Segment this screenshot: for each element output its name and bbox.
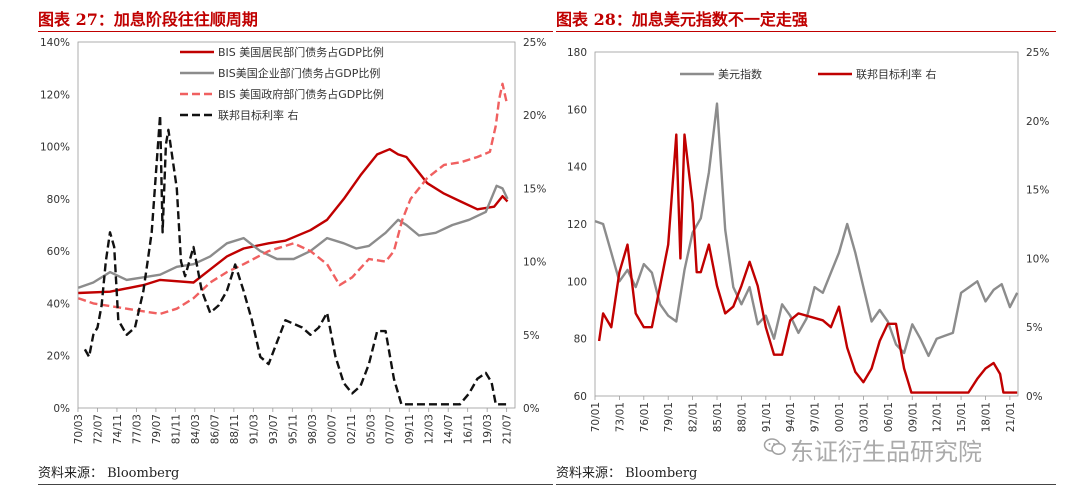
x-tick-label: 06/01 <box>883 402 895 432</box>
legend-label-1: 联邦目标利率 右 <box>856 67 937 81</box>
x-tick-label: 07/07 <box>385 414 397 444</box>
x-tick-label: 91/03 <box>248 414 260 444</box>
x-tick-label: 76/01 <box>639 402 651 432</box>
source-rule-left <box>38 484 553 485</box>
x-tick-label: 73/01 <box>614 402 626 432</box>
y-right-tick-label: 0% <box>523 403 540 415</box>
x-tick-label: 16/11 <box>463 414 475 444</box>
y-left-tick-label: 160 <box>567 104 587 116</box>
y-right-tick-label: 15% <box>523 183 546 195</box>
x-tick-label: 02/11 <box>346 414 358 444</box>
chart-title-right: 图表 28：加息美元指数不一定走强 <box>556 10 808 29</box>
x-tick-label: 70/01 <box>590 402 602 432</box>
y-left-tick-label: 40% <box>47 298 70 310</box>
y-left-tick-label: 20% <box>47 351 70 363</box>
x-tick-label: 81/11 <box>170 414 182 444</box>
x-tick-label: 97/01 <box>810 402 822 432</box>
x-tick-label: 93/07 <box>268 414 280 444</box>
title-rule-left <box>38 31 553 32</box>
series-line-0 <box>594 102 1019 358</box>
x-tick-label: 88/11 <box>229 414 241 444</box>
x-tick-label: 79/07 <box>151 414 163 444</box>
y-right-tick-label: 5% <box>1026 322 1043 334</box>
x-tick-label: 84/03 <box>190 414 202 444</box>
x-tick-label: 70/03 <box>73 414 85 444</box>
series-line-0 <box>78 148 509 295</box>
x-tick-label: 21/01 <box>1005 402 1017 432</box>
series-line-1 <box>77 184 509 289</box>
chart-title-left: 图表 27：加息阶段往往顺周期 <box>38 10 258 29</box>
x-tick-label: 15/01 <box>956 402 968 432</box>
legend-label-1: BIS美国企业部门债务占GDP比例 <box>218 66 380 80</box>
y-left-tick-label: 60% <box>47 246 70 258</box>
x-tick-label: 74/11 <box>112 414 124 444</box>
x-tick-label: 00/01 <box>834 402 846 432</box>
chart-right: 60 80 100 120 140 160 180 0% 5% 10% 15% 20% 25% 70/01… <box>567 47 1049 432</box>
y-right-tick-label: 25% <box>1026 47 1049 59</box>
y-left-tick-label: 120% <box>40 89 70 101</box>
x-tick-label: 18/01 <box>980 402 992 432</box>
y-left-tick-label: 80 <box>574 334 587 346</box>
y-right-tick-label: 20% <box>1026 116 1049 128</box>
x-tick-label: 72/07 <box>92 414 104 444</box>
y-right-tick-label: 15% <box>1026 185 1049 197</box>
y-left-tick-label: 60 <box>574 391 587 403</box>
wechat-icon <box>763 438 786 455</box>
x-tick-label: 77/03 <box>131 414 143 444</box>
legend-label-0: BIS 美国居民部门债务占GDP比例 <box>218 45 384 59</box>
x-tick-label: 19/03 <box>482 414 494 444</box>
x-tick-label: 14/07 <box>443 414 455 444</box>
x-tick-label: 03/01 <box>858 402 870 432</box>
x-tick-label: 12/03 <box>424 414 436 444</box>
series-line-1 <box>597 133 1018 394</box>
x-tick-label: 09/11 <box>404 414 416 444</box>
x-tick-label: 85/01 <box>712 402 724 432</box>
y-right-tick-label: 5% <box>523 330 540 342</box>
y-left-tick-label: 140% <box>40 37 70 49</box>
x-tick-label: 05/03 <box>365 414 377 444</box>
chart-source-right: 资料来源： Bloomberg <box>556 466 698 481</box>
y-right-tick-label: 20% <box>523 110 546 122</box>
x-tick-label: 95/11 <box>287 414 299 444</box>
x-tick-label: 09/01 <box>907 402 919 432</box>
x-tick-label: 79/01 <box>663 402 675 432</box>
legend-label-2: BIS 美国政府部门债务占GDP比例 <box>218 87 384 101</box>
y-right-tick-label: 10% <box>523 257 546 269</box>
y-left-tick-label: 0% <box>53 403 70 415</box>
x-tick-label: 98/03 <box>307 414 319 444</box>
source-rule-right <box>556 484 1056 485</box>
y-left-tick-label: 80% <box>47 194 70 206</box>
series-line-3 <box>83 114 508 406</box>
y-right-tick-label: 10% <box>1026 253 1049 265</box>
y-left-tick-label: 100 <box>567 276 587 288</box>
y-left-tick-label: 120 <box>567 219 587 231</box>
x-tick-label: 94/01 <box>785 402 797 432</box>
plot-frame <box>77 41 516 409</box>
y-left-tick-label: 180 <box>567 47 587 59</box>
x-tick-label: 91/01 <box>761 402 773 432</box>
x-tick-label: 88/01 <box>736 402 748 432</box>
x-tick-label: 86/07 <box>209 414 221 444</box>
title-rule-right <box>556 31 1056 32</box>
watermark-text: 东证衍生品研究院 <box>790 438 982 466</box>
series-line-2 <box>77 82 508 316</box>
legend-label-3: 联邦目标利率 右 <box>218 108 299 122</box>
plot-frame <box>594 51 1019 397</box>
x-tick-label: 00/07 <box>326 414 338 444</box>
legend-label-0: 美元指数 <box>718 67 762 81</box>
x-tick-label: 12/01 <box>932 402 944 432</box>
y-left-tick-label: 140 <box>567 162 587 174</box>
chart-left: 0% 20% 40% 60% 80% 100% 120% 140% 0% 5% 10% 15% 20% 2… <box>40 37 546 444</box>
y-right-tick-label: 0% <box>1026 391 1043 403</box>
x-tick-label: 82/01 <box>688 402 700 432</box>
chart-source-left: 资料来源： Bloomberg <box>38 466 180 481</box>
y-right-tick-label: 25% <box>523 37 546 49</box>
x-tick-label: 21/07 <box>502 414 514 444</box>
y-left-tick-label: 100% <box>40 142 70 154</box>
